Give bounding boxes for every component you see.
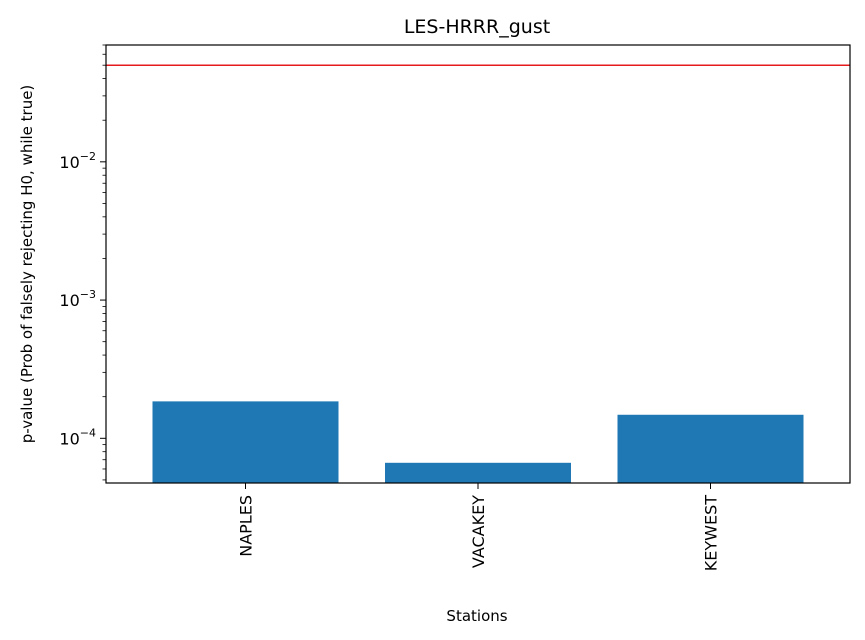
x-tick-label: VACAKEY (469, 495, 488, 568)
bars (152, 401, 804, 483)
bar-vacakey (385, 462, 571, 483)
x-axis: NAPLES VACAKEY KEYWEST (237, 483, 721, 571)
x-tick-label: KEYWEST (702, 495, 721, 571)
x-axis-label: Stations (446, 607, 507, 625)
y-tick-label: 10−2 (59, 150, 96, 172)
x-tick-label: NAPLES (237, 495, 256, 557)
chart-title: LES-HRRR_gust (404, 16, 550, 38)
y-tick-label: 10−4 (59, 426, 96, 448)
bar-naples (152, 401, 339, 483)
y-tick-label: 10−3 (59, 288, 96, 310)
bar-keywest (617, 414, 804, 483)
y-axis: 10−4 10−3 10−2 (59, 44, 106, 481)
y-axis-label: p-value (Prob of falsely rejecting H0, w… (18, 85, 36, 444)
